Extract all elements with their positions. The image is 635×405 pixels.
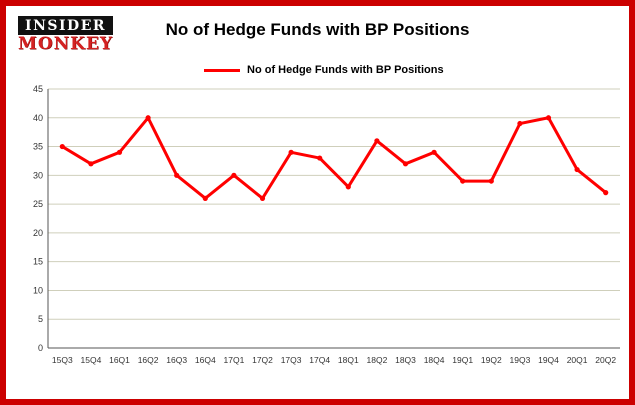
y-tick-label: 35 bbox=[33, 142, 43, 152]
x-tick-label: 16Q2 bbox=[138, 355, 159, 365]
y-tick-label: 20 bbox=[33, 228, 43, 238]
x-tick-label: 20Q2 bbox=[595, 355, 616, 365]
legend-label: No of Hedge Funds with BP Positions bbox=[247, 64, 444, 76]
data-point-marker bbox=[145, 115, 151, 121]
y-tick-label: 45 bbox=[33, 84, 43, 94]
data-point-marker bbox=[574, 166, 580, 173]
data-point-marker bbox=[88, 161, 94, 167]
insider-monkey-logo: INSIDER MONKEY bbox=[18, 16, 113, 53]
x-tick-label: 17Q2 bbox=[252, 355, 273, 365]
x-tick-label: 18Q1 bbox=[338, 355, 359, 365]
x-tick-label: 17Q3 bbox=[281, 355, 302, 365]
logo-text-monkey: MONKEY bbox=[18, 34, 114, 54]
data-point-marker bbox=[174, 172, 180, 178]
legend-line-swatch bbox=[204, 68, 240, 72]
logo-text-insider: INSIDER bbox=[18, 16, 113, 35]
series-line bbox=[60, 116, 608, 200]
x-tick-label: 19Q1 bbox=[452, 355, 473, 365]
x-tick-label: 16Q3 bbox=[166, 355, 187, 365]
data-point-marker bbox=[460, 178, 466, 184]
data-point-marker bbox=[431, 149, 437, 155]
data-point-marker bbox=[603, 190, 609, 196]
x-tick-label: 19Q2 bbox=[481, 355, 502, 365]
data-point-marker bbox=[374, 138, 380, 144]
x-tick-label: 16Q1 bbox=[109, 355, 130, 365]
data-point-marker bbox=[317, 155, 323, 161]
data-point-marker bbox=[402, 161, 409, 167]
x-tick-label: 15Q3 bbox=[52, 355, 73, 365]
page-title: No of Hedge Funds with BP Positions bbox=[165, 20, 470, 39]
x-tick-label: 17Q4 bbox=[309, 355, 330, 365]
x-tick-label: 15Q4 bbox=[81, 355, 102, 365]
data-point-marker bbox=[202, 195, 208, 201]
data-point-marker bbox=[345, 184, 351, 190]
data-point-marker bbox=[231, 172, 237, 178]
y-tick-label: 40 bbox=[33, 113, 43, 123]
y-tick-label: 0 bbox=[38, 343, 43, 353]
x-tick-label: 18Q4 bbox=[424, 355, 445, 365]
data-point-marker bbox=[59, 143, 65, 150]
data-point-marker bbox=[259, 195, 266, 201]
y-tick-label: 30 bbox=[33, 170, 43, 180]
chart-svg: 0 5 10 15 20 25 30 35 40 45 15Q3 15Q4 16Q1 16Q2 16Q3 16… bbox=[33, 84, 620, 365]
x-tick-label: 19Q4 bbox=[538, 355, 559, 365]
x-tick-label: 18Q3 bbox=[395, 355, 416, 365]
data-point-marker bbox=[517, 120, 523, 127]
x-tick-label: 18Q2 bbox=[367, 355, 388, 365]
x-tick-label: 17Q1 bbox=[224, 355, 245, 365]
y-tick-label: 15 bbox=[33, 257, 43, 267]
y-tick-label: 25 bbox=[33, 199, 43, 209]
data-point-marker bbox=[116, 149, 123, 155]
x-tick-label: 19Q3 bbox=[510, 355, 531, 365]
data-point-marker bbox=[488, 178, 494, 184]
y-tick-label: 5 bbox=[38, 314, 43, 324]
data-point-marker bbox=[545, 115, 552, 121]
data-point-marker bbox=[288, 149, 294, 155]
chart-legend: No of Hedge Funds with BP Positions bbox=[204, 64, 444, 76]
line-chart: 0 5 10 15 20 25 30 35 40 45 15Q3 15Q4 16Q1 16Q2 16Q3 16… bbox=[16, 82, 628, 381]
x-tick-label: 20Q1 bbox=[567, 355, 588, 365]
y-tick-label: 10 bbox=[33, 285, 43, 295]
x-tick-label: 16Q4 bbox=[195, 355, 216, 365]
